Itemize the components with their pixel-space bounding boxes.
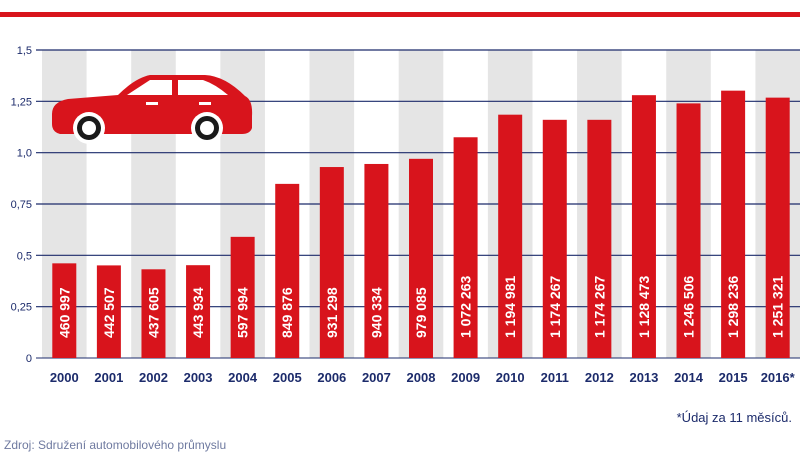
bar [409, 158, 433, 358]
x-tick-label: 2001 [94, 370, 123, 385]
x-tick-label: 2002 [139, 370, 168, 385]
bar [230, 236, 255, 358]
bar [96, 265, 121, 358]
bar [587, 119, 612, 359]
bar [453, 137, 478, 358]
x-tick-label: 2000 [50, 370, 79, 385]
bar-value-label: 442 507 [101, 287, 117, 338]
x-tick-label: 2014 [674, 370, 704, 385]
bar [721, 90, 746, 358]
x-tick-label: 2004 [228, 370, 258, 385]
bar [765, 97, 790, 359]
car-icon [52, 75, 253, 144]
y-tick-label: 0,25 [11, 302, 32, 314]
bar [498, 114, 523, 359]
bar [364, 163, 389, 358]
x-tick-label: 2007 [362, 370, 391, 385]
x-tick-label: 2012 [585, 370, 614, 385]
bar-value-label: 1 251 321 [770, 276, 786, 338]
bar-value-label: 940 334 [368, 287, 384, 338]
bar [141, 269, 166, 358]
bar-value-label: 1 174 267 [591, 276, 607, 338]
y-axis-ticks: 0 0,25 0,5 0,75 1,0 1,25 1,5 [11, 45, 32, 365]
y-tick-label: 1,5 [17, 45, 32, 57]
bar-value-label: 1 298 236 [725, 276, 741, 338]
bar [319, 167, 344, 358]
bar [275, 183, 300, 358]
x-tick-label: 2006 [317, 370, 346, 385]
bar-value-label: 931 298 [324, 287, 340, 338]
bar-value-label: 1 246 506 [681, 276, 697, 338]
bar [542, 119, 567, 359]
x-tick-label: 2009 [451, 370, 480, 385]
x-tick-label: 2011 [541, 370, 569, 385]
footnote: *Údaj za 11 měsíců. [676, 410, 792, 425]
x-tick-label: 2015 [719, 370, 748, 385]
bar [52, 263, 77, 358]
bar-value-label: 443 934 [190, 287, 206, 338]
bars: 460 997 442 507 437 605 443 934 597 994 849 8… [52, 90, 790, 359]
x-tick-label: 2003 [184, 370, 213, 385]
y-tick-label: 1,0 [17, 148, 32, 160]
y-tick-label: 0 [26, 353, 32, 365]
bar-value-label: 597 994 [235, 287, 251, 338]
bar-value-label: 849 876 [279, 287, 295, 338]
y-tick-label: 0,5 [17, 250, 32, 262]
bar-value-label: 460 997 [56, 287, 72, 338]
header-accent-rule [0, 12, 800, 17]
bar [631, 95, 656, 358]
x-tick-label: 2013 [629, 370, 658, 385]
x-tick-label: 2016* [761, 370, 796, 385]
x-tick-label: 2005 [273, 370, 302, 385]
bar [676, 103, 701, 359]
bar-value-label: 1 072 263 [458, 276, 474, 338]
x-tick-label: 2010 [496, 370, 525, 385]
bar-value-label: 1 194 981 [502, 276, 518, 338]
y-tick-label: 0,75 [11, 199, 32, 211]
bar-value-label: 979 085 [413, 287, 429, 338]
source-note: Zdroj: Sdružení automobilového průmyslu [4, 438, 227, 452]
bar-value-label: 1 128 473 [636, 276, 652, 338]
x-axis-labels: 2000 2001 2002 2003 2004 2005 2006 2007 2008 2009… [50, 370, 796, 385]
bar-value-label: 437 605 [145, 287, 161, 338]
bar-value-label: 1 174 267 [547, 276, 563, 338]
y-tick-label: 1,25 [11, 96, 32, 108]
bar [186, 265, 211, 358]
x-tick-label: 2008 [407, 370, 436, 385]
